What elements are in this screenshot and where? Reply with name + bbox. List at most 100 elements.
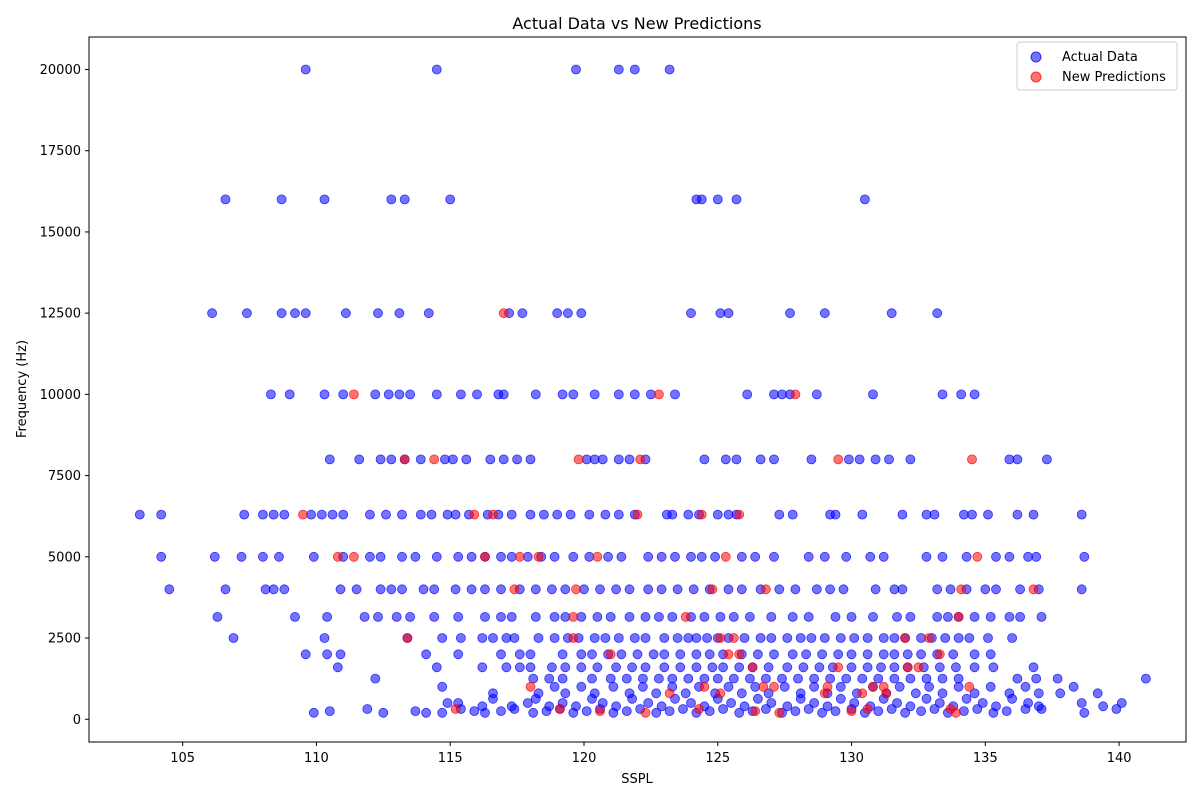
actual-data-point bbox=[525, 649, 536, 660]
prediction-point bbox=[1028, 584, 1039, 595]
actual-data-point bbox=[1028, 509, 1039, 520]
actual-data-point bbox=[686, 698, 696, 708]
prediction-point bbox=[402, 633, 413, 643]
actual-data-point bbox=[236, 551, 247, 562]
actual-data-point bbox=[806, 633, 817, 643]
actual-data-point bbox=[455, 389, 466, 400]
actual-data-point bbox=[386, 454, 397, 465]
actual-data-point bbox=[961, 693, 972, 704]
actual-data-point bbox=[929, 509, 940, 520]
actual-data-point bbox=[959, 706, 969, 716]
actual-data-point bbox=[394, 389, 405, 400]
actual-data-point bbox=[621, 673, 632, 684]
actual-data-point bbox=[985, 681, 996, 692]
actual-data-point bbox=[980, 584, 991, 595]
actual-data-point bbox=[472, 389, 482, 400]
actual-data-point bbox=[846, 649, 857, 660]
actual-data-point bbox=[528, 673, 539, 684]
actual-data-point bbox=[723, 584, 734, 595]
y-tick-label: 2500 bbox=[48, 632, 81, 647]
actual-data-point bbox=[844, 454, 854, 465]
actual-data-point bbox=[319, 633, 330, 643]
actual-data-point bbox=[322, 612, 333, 622]
actual-data-point bbox=[825, 584, 835, 595]
actual-data-point bbox=[530, 584, 541, 595]
actual-data-point bbox=[613, 454, 624, 465]
actual-data-point bbox=[723, 308, 734, 319]
actual-data-point bbox=[897, 509, 908, 520]
actual-data-point bbox=[638, 681, 648, 692]
actual-data-point bbox=[375, 584, 386, 595]
actual-data-point bbox=[453, 612, 464, 622]
actual-data-point bbox=[739, 633, 750, 643]
prediction-point bbox=[734, 649, 745, 660]
actual-data-point bbox=[415, 454, 426, 465]
actual-data-point bbox=[373, 308, 383, 319]
prediction-point bbox=[605, 649, 616, 660]
x-tick-label: 125 bbox=[705, 751, 730, 766]
prediction-point bbox=[862, 704, 873, 714]
prediction-point bbox=[900, 633, 910, 643]
actual-data-point bbox=[916, 706, 926, 716]
actual-data-point bbox=[753, 649, 763, 660]
actual-data-point bbox=[894, 681, 905, 692]
prediction-point bbox=[833, 454, 844, 465]
actual-data-point bbox=[659, 649, 670, 660]
actual-data-point bbox=[629, 389, 640, 400]
actual-data-point bbox=[886, 704, 897, 714]
actual-data-point bbox=[512, 454, 522, 465]
actual-data-point bbox=[257, 509, 268, 520]
actual-data-point bbox=[220, 194, 231, 205]
legend-marker-new-predictions bbox=[1030, 71, 1042, 83]
prediction-point bbox=[429, 454, 440, 465]
actual-data-point bbox=[686, 308, 696, 319]
actual-data-point bbox=[726, 698, 736, 708]
actual-data-point bbox=[1007, 693, 1017, 704]
prediction-point bbox=[664, 688, 675, 699]
actual-data-point bbox=[854, 454, 865, 465]
actual-data-point bbox=[878, 633, 889, 643]
actual-data-point bbox=[736, 688, 747, 699]
actual-data-point bbox=[1036, 612, 1047, 622]
actual-data-point bbox=[675, 649, 686, 660]
actual-data-point bbox=[822, 701, 833, 712]
actual-data-point bbox=[603, 551, 613, 562]
prediction-point bbox=[509, 584, 520, 595]
actual-data-point bbox=[656, 551, 667, 562]
actual-data-point bbox=[421, 649, 432, 660]
actual-data-point bbox=[528, 707, 539, 718]
actual-data-point bbox=[544, 673, 555, 684]
actual-data-point bbox=[279, 509, 290, 520]
actual-data-point bbox=[704, 706, 715, 716]
actual-data-point bbox=[988, 662, 999, 673]
actual-data-point bbox=[718, 662, 728, 673]
actual-data-point bbox=[480, 612, 490, 622]
actual-data-point bbox=[905, 701, 916, 712]
actual-data-point bbox=[327, 509, 338, 520]
actual-data-point bbox=[972, 704, 983, 714]
actual-data-point bbox=[873, 673, 884, 684]
actual-data-point bbox=[905, 612, 916, 622]
actual-data-point bbox=[699, 673, 710, 684]
actual-data-point bbox=[405, 389, 416, 400]
actual-data-point bbox=[332, 662, 343, 673]
actual-data-point bbox=[916, 649, 926, 660]
actual-data-point bbox=[405, 612, 416, 622]
actual-data-point bbox=[624, 454, 635, 465]
prediction-point bbox=[902, 662, 913, 673]
actual-data-point bbox=[426, 509, 437, 520]
actual-data-point bbox=[370, 673, 381, 684]
actual-data-point bbox=[477, 633, 488, 643]
actual-data-point bbox=[547, 662, 557, 673]
actual-data-point bbox=[964, 633, 975, 643]
actual-data-point bbox=[480, 707, 490, 718]
actual-data-point bbox=[728, 673, 739, 684]
actual-data-point bbox=[819, 551, 830, 562]
actual-data-point bbox=[857, 509, 868, 520]
actual-data-point bbox=[274, 551, 284, 562]
actual-data-point bbox=[375, 454, 386, 465]
actual-data-point bbox=[921, 693, 932, 704]
actual-data-point bbox=[381, 509, 391, 520]
actual-data-point bbox=[613, 64, 624, 75]
actual-data-point bbox=[300, 64, 311, 75]
